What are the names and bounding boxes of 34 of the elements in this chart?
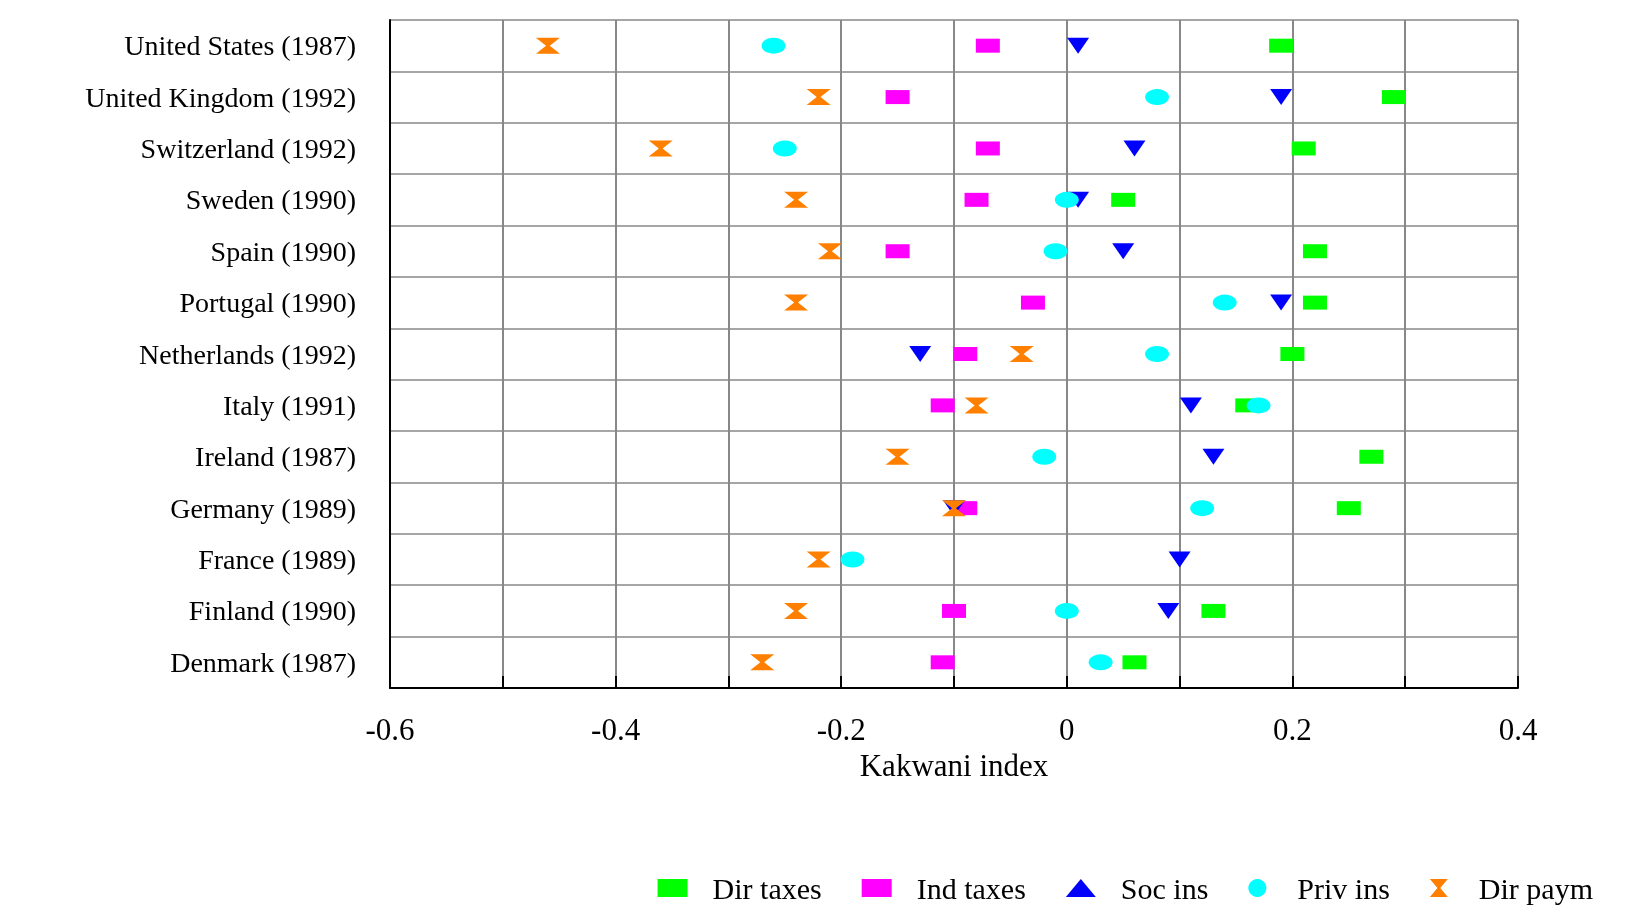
point <box>1157 602 1180 619</box>
y-tick-label: France (1989) <box>198 544 356 576</box>
legend-label: Soc ins <box>1120 871 1209 905</box>
y-tick-label: Portugal (1990) <box>179 287 356 319</box>
x-tick-label: -0.6 <box>365 712 415 747</box>
point <box>1067 37 1090 54</box>
point <box>1270 89 1293 106</box>
point <box>1168 551 1191 568</box>
x-axis-title: Kakwani index <box>859 747 1049 783</box>
y-tick-label: United Kingdom (1992) <box>85 81 356 113</box>
y-tick-label: Germany (1989) <box>170 492 356 524</box>
x-tick-label: -0.4 <box>591 712 641 747</box>
y-tick-label: United States (1987) <box>124 30 356 62</box>
legend-label: Dir taxes <box>712 871 822 905</box>
point <box>1202 448 1225 465</box>
x-tick-label: -0.2 <box>816 712 866 747</box>
point <box>1112 243 1135 260</box>
y-tick-label: Switzerland (1992) <box>140 132 356 164</box>
y-tick-label: Spain (1990) <box>210 235 356 267</box>
point <box>1179 397 1202 414</box>
legend-label: Priv ins <box>1297 871 1390 905</box>
y-tick-label: Ireland (1987) <box>195 441 356 473</box>
point <box>1123 140 1146 157</box>
y-tick-label: Netherlands (1992) <box>139 338 356 370</box>
y-tick-label: Finland (1990) <box>188 595 356 627</box>
x-tick-label: 0 <box>1059 712 1075 747</box>
legend-label: Ind taxes <box>916 871 1026 905</box>
legend-label: Dir paym <box>1478 871 1593 905</box>
x-tick-label: 0.4 <box>1498 712 1538 747</box>
point <box>1270 294 1293 311</box>
y-tick-label: Italy (1991) <box>223 389 356 421</box>
y-tick-label: Denmark (1987) <box>170 646 356 678</box>
x-tick-label: 0.2 <box>1273 712 1312 747</box>
y-tick-label: Sweden (1990) <box>185 184 356 216</box>
